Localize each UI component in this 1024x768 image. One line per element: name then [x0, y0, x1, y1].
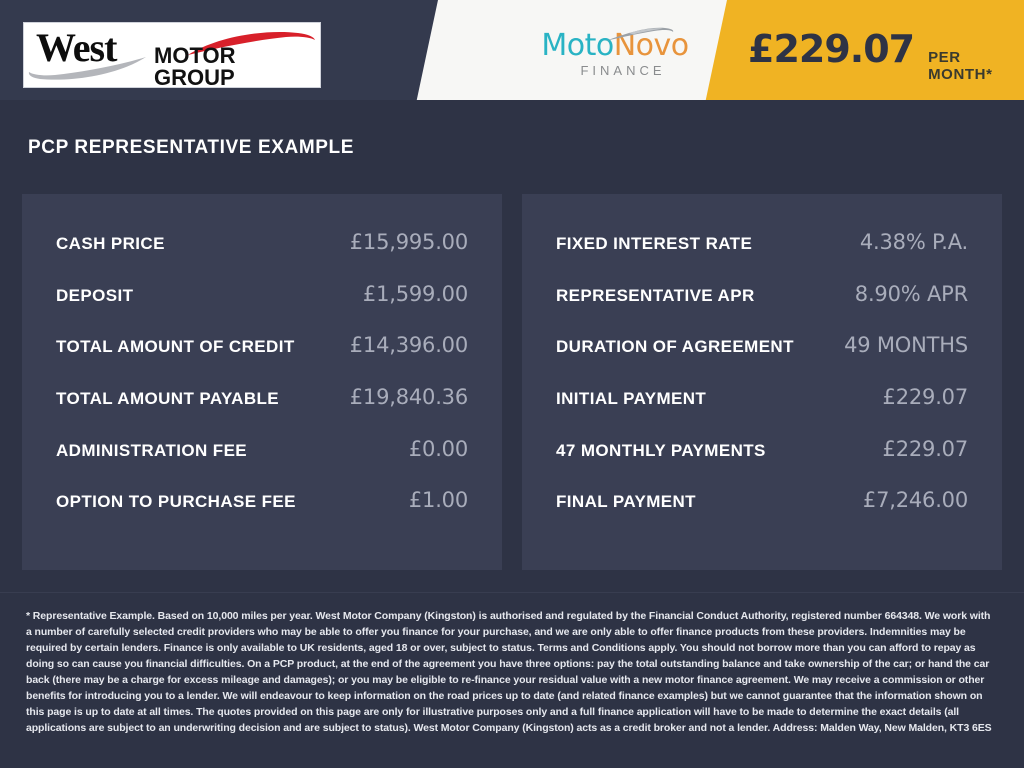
- red-swoosh-icon: [188, 31, 315, 55]
- finance-summary-right: FIXED INTEREST RATE 4.38% P.A. REPRESENT…: [522, 194, 1002, 570]
- disclaimer-divider: [0, 592, 1024, 593]
- row-value: £1,599.00: [362, 281, 468, 306]
- table-row: ADMINISTRATION FEE £0.00: [56, 437, 468, 489]
- row-label: FIXED INTEREST RATE: [556, 234, 753, 253]
- table-row: FIXED INTEREST RATE 4.38% P.A.: [556, 230, 968, 282]
- finance-summary-left: CASH PRICE £15,995.00 DEPOSIT £1,599.00 …: [22, 194, 502, 570]
- table-row: INITIAL PAYMENT £229.07: [556, 385, 968, 437]
- row-label: OPTION TO PURCHASE FEE: [56, 492, 296, 512]
- row-value: £229.07: [882, 436, 969, 461]
- row-label: DEPOSIT: [56, 285, 134, 305]
- monthly-price-period-label: PER MONTH*: [928, 49, 993, 83]
- row-label: DURATION OF AGREEMENT: [556, 337, 794, 357]
- disclaimer-text: * Representative Example. Based on 10,00…: [26, 610, 992, 734]
- row-value: 8.90% APR: [854, 281, 968, 306]
- table-row: CASH PRICE £15,995.00: [56, 230, 468, 282]
- page-header: West MOTOR GROUP MotoNovo FINANCE £229.0…: [0, 0, 1024, 100]
- motonovo-word-moto: Moto: [541, 28, 614, 63]
- row-value: £1.00: [408, 488, 468, 513]
- grey-swoosh-icon: [28, 57, 146, 80]
- motonovo-finance-subtext: FINANCE: [580, 63, 666, 78]
- row-label: 47 MONTHLY PAYMENTS: [556, 440, 766, 460]
- table-row: REPRESENTATIVE APR 8.90% APR: [556, 282, 968, 334]
- row-value: 49 MONTHS: [844, 333, 968, 358]
- table-row: OPTION TO PURCHASE FEE £1.00: [56, 488, 468, 540]
- car-silhouette-icon: [605, 27, 674, 41]
- motonovo-finance-logo[interactable]: MotoNovo FINANCE: [540, 27, 690, 82]
- table-row: 47 MONTHLY PAYMENTS £229.07: [556, 437, 968, 489]
- west-logo-wordmark: West: [36, 25, 117, 70]
- row-label: FINAL PAYMENT: [556, 492, 696, 512]
- row-value: £15,995.00: [349, 230, 468, 254]
- row-value: 4.38% P.A.: [859, 230, 968, 254]
- row-label: TOTAL AMOUNT PAYABLE: [56, 389, 280, 409]
- row-label: CASH PRICE: [56, 234, 165, 253]
- row-label: REPRESENTATIVE APR: [556, 285, 755, 305]
- motonovo-wordmark: MotoNovo: [540, 30, 690, 62]
- table-row: DEPOSIT £1,599.00: [56, 282, 468, 334]
- west-logo-subwordmark: MOTOR GROUP: [154, 43, 236, 88]
- monthly-price-amount: £229.07: [748, 27, 915, 71]
- table-row: DURATION OF AGREEMENT 49 MONTHS: [556, 333, 968, 385]
- table-row: TOTAL AMOUNT PAYABLE £19,840.36: [56, 385, 468, 437]
- row-label: TOTAL AMOUNT OF CREDIT: [56, 337, 295, 357]
- row-label: ADMINISTRATION FEE: [56, 440, 248, 460]
- table-row: FINAL PAYMENT £7,246.00: [556, 488, 968, 540]
- row-value: £14,396.00: [349, 333, 468, 358]
- row-value: £19,840.36: [349, 385, 468, 410]
- row-label: INITIAL PAYMENT: [556, 389, 707, 409]
- page-title: PCP REPRESENTATIVE EXAMPLE: [28, 137, 354, 158]
- table-row: TOTAL AMOUNT OF CREDIT £14,396.00: [56, 333, 468, 385]
- row-value: £7,246.00: [862, 488, 968, 513]
- west-motor-group-logo[interactable]: West MOTOR GROUP: [23, 22, 321, 88]
- monthly-price-block: £229.07 PER MONTH*: [748, 28, 1024, 83]
- row-value: £0.00: [408, 436, 468, 461]
- row-value: £229.07: [882, 385, 969, 410]
- finance-summary-panels: CASH PRICE £15,995.00 DEPOSIT £1,599.00 …: [22, 194, 1002, 570]
